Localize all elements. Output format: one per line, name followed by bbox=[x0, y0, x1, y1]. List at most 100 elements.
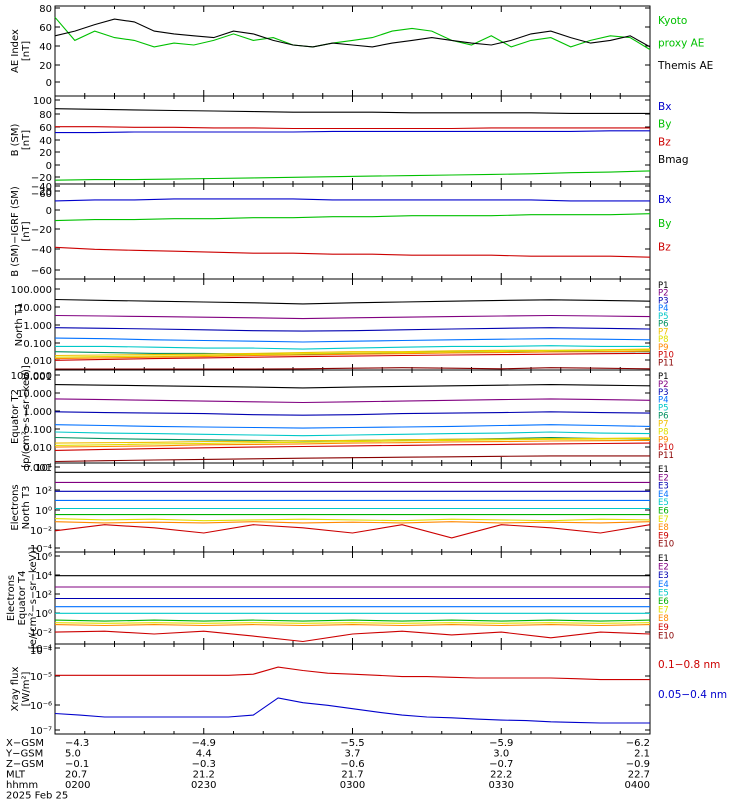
series-line bbox=[54, 455, 650, 463]
series-line bbox=[55, 130, 650, 134]
legend-entry: E2 bbox=[658, 563, 669, 573]
y-tick-label: 10⁻⁴ bbox=[30, 646, 52, 657]
footer-row-label: hhmm bbox=[6, 780, 38, 791]
y-tick-label: −40 bbox=[31, 182, 52, 193]
series-line bbox=[55, 345, 650, 350]
panel-ae: 80 60 40 20 0 AE Index [nT] Kyoto proxy AE Themis… bbox=[10, 4, 713, 97]
y-tick-label: 20 bbox=[39, 148, 52, 159]
footer-value: 0300 bbox=[340, 780, 365, 791]
y-tick-label: 10⁻⁴ bbox=[30, 644, 52, 655]
footer-value: 20.7 bbox=[65, 770, 87, 781]
footer-value: 4.4 bbox=[196, 749, 212, 760]
series-line bbox=[54, 619, 651, 622]
series-line bbox=[54, 439, 651, 448]
y-axis-title: [nT] bbox=[21, 130, 32, 150]
y-tick-label: −20 bbox=[31, 225, 52, 236]
y-tick-label: 0.100 bbox=[23, 339, 52, 350]
legend-entry: P9 bbox=[658, 343, 669, 353]
legend-entry: P7 bbox=[658, 327, 669, 337]
y-tick-label: 0.010 bbox=[23, 356, 52, 367]
series-line bbox=[55, 367, 651, 370]
series-line bbox=[54, 337, 651, 343]
legend-entry: P1 bbox=[658, 281, 669, 291]
y-tick-label: 0 bbox=[46, 78, 52, 89]
panel-xray: 10⁻⁴ 10⁻⁵ 10⁻⁶ 10⁻⁷ Xray flux [W/m²] 0.1−0.8 n… bbox=[10, 643, 727, 737]
series-line bbox=[54, 442, 651, 451]
y-axis-title: B (SM)−IGRF (SM) bbox=[10, 186, 21, 277]
legend-entry: E1 bbox=[658, 554, 669, 564]
legend-entry: E4 bbox=[658, 490, 669, 500]
y-tick-label: 100.000 bbox=[11, 371, 52, 382]
legend-entry: E3 bbox=[658, 482, 669, 492]
y-tick-label: 10² bbox=[35, 486, 52, 497]
y-axis-title: North T1 bbox=[14, 303, 25, 347]
y-tick-label: 10² bbox=[35, 590, 52, 601]
legend-entry: E5 bbox=[658, 498, 669, 508]
footer-row-label: MLT bbox=[6, 770, 26, 781]
y-tick-label: 10⁴ bbox=[35, 571, 52, 582]
y-tick-label: 0 bbox=[46, 161, 52, 172]
y-tick-label: 10⁻² bbox=[30, 628, 52, 639]
legend-entry: P10 bbox=[658, 351, 674, 361]
orbit-footer: X−GSM −4.3 −4.9 −5.5 −5.9 −6.2 Y−GSM 5.0 4.4 3.7 3… bbox=[5, 738, 650, 800]
series-line bbox=[54, 298, 651, 305]
y-axis-title: Equator T4 bbox=[17, 571, 28, 626]
series-line bbox=[54, 349, 651, 358]
footer-value: −0.6 bbox=[340, 759, 364, 770]
y-tick-label: 10⁻⁷ bbox=[30, 726, 52, 737]
legend-entry: P8 bbox=[658, 335, 669, 345]
footer-row-label: Z−GSM bbox=[6, 759, 44, 770]
legend-entry: P4 bbox=[658, 304, 669, 314]
legend-entry: proxy AE bbox=[658, 38, 704, 50]
footer-value: 2.1 bbox=[634, 749, 650, 760]
series-line bbox=[54, 624, 651, 627]
footer-row-label: X−GSM bbox=[6, 738, 44, 749]
y-tick-label: 10⁻² bbox=[30, 526, 52, 537]
legend-entry: By bbox=[658, 119, 671, 131]
series-line bbox=[54, 213, 651, 222]
footer-value: 21.7 bbox=[341, 770, 363, 781]
y-tick-label: 10⁴ bbox=[35, 463, 52, 474]
legend-entry: Bmag bbox=[658, 154, 689, 166]
legend-entry: E8 bbox=[658, 523, 669, 533]
series-line bbox=[54, 518, 651, 522]
legend-entry: P3 bbox=[658, 296, 669, 306]
y-tick-label: 0.100 bbox=[23, 425, 52, 436]
y-tick-label: 60 bbox=[39, 23, 52, 34]
legend-entry: Kyoto bbox=[658, 15, 687, 27]
footer-value: −4.9 bbox=[192, 738, 216, 749]
legend-entry: E3 bbox=[658, 571, 669, 581]
y-axis-title: Xray flux bbox=[10, 667, 21, 712]
series-line bbox=[54, 630, 651, 643]
legend-entry: E1 bbox=[658, 465, 669, 475]
legend-entry: Bz bbox=[658, 136, 671, 148]
legend-entry: E5 bbox=[658, 588, 669, 598]
legend-entry: E7 bbox=[658, 606, 669, 616]
y-tick-label: 10⁰ bbox=[35, 609, 52, 620]
y-tick-label: −60 bbox=[31, 189, 52, 200]
footer-value: −0.1 bbox=[65, 759, 89, 770]
y-axis-title: AE Index bbox=[10, 29, 21, 73]
y-tick-label: −60 bbox=[31, 266, 52, 277]
legend-entry: P3 bbox=[658, 388, 669, 398]
footer-value: 3.0 bbox=[493, 749, 509, 760]
footer-value: −5.9 bbox=[489, 738, 513, 749]
series-line bbox=[54, 411, 651, 416]
y-tick-label: 80 bbox=[39, 110, 52, 121]
series-line bbox=[54, 170, 651, 181]
legend-entry: P6 bbox=[658, 320, 669, 330]
y-axis-title: Equator T2 bbox=[10, 389, 21, 444]
series-line bbox=[54, 16, 651, 51]
legend-entry: Bx bbox=[658, 194, 671, 206]
footer-value: −5.5 bbox=[340, 738, 364, 749]
legend-entry: E9 bbox=[658, 623, 669, 633]
y-tick-label: −40 bbox=[31, 245, 52, 256]
y-tick-label: 10.000 bbox=[17, 303, 52, 314]
series-line bbox=[54, 697, 650, 724]
series-line bbox=[54, 314, 651, 320]
footer-value: 0200 bbox=[65, 780, 90, 791]
legend-entry: P11 bbox=[658, 358, 674, 368]
y-axis-title: Electrons bbox=[10, 484, 21, 530]
legend-entry: P8 bbox=[658, 427, 669, 437]
